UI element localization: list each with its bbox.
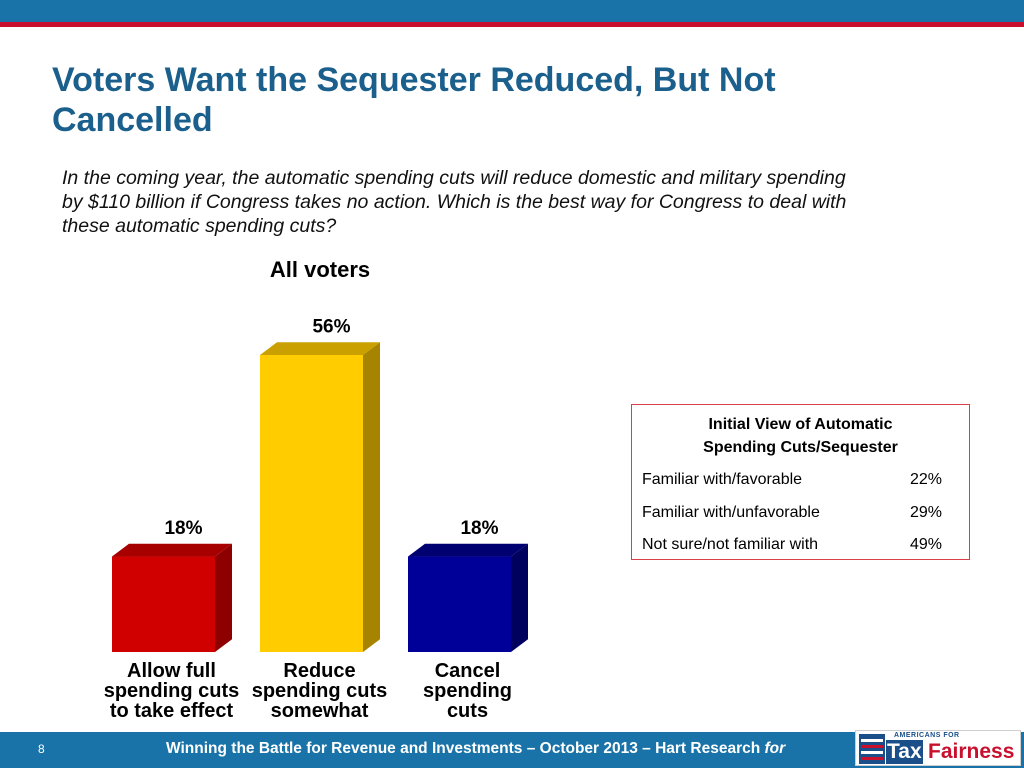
data-label: 18% (164, 518, 202, 539)
top-banner (0, 0, 1024, 22)
footer-text: Winning the Battle for Revenue and Inves… (166, 740, 785, 758)
category-label: Allow full spending cuts to take effect (104, 660, 240, 722)
bar-side (363, 342, 380, 652)
inset-row: Not sure/not familiar with 49% (642, 533, 962, 557)
inset-row-label: Not sure/not familiar with (642, 536, 819, 553)
category-label-line: spending (423, 680, 512, 702)
inset-row-value: 49% (910, 536, 943, 553)
logo-word-fairness: Fairness (928, 740, 1015, 763)
question-line2: by $110 billion if Congress takes no act… (62, 191, 847, 213)
survey-question: In the coming year, the automatic spendi… (62, 166, 992, 238)
page-number: 8 (38, 742, 45, 756)
question-line3: these automatic spending cuts? (62, 215, 337, 237)
slide-title-line1: Voters Want the Sequester Reduced, But N… (52, 61, 776, 99)
bar (408, 556, 511, 652)
bar-top (408, 543, 528, 557)
bar-side (215, 543, 232, 652)
initial-view-table: Initial View of Automatic Spending Cuts/… (631, 404, 970, 560)
bar-top (112, 543, 232, 557)
slide-title-line2: Cancelled (52, 101, 213, 139)
inset-row-value: 22% (910, 471, 943, 488)
category-label-line: spending cuts (104, 680, 240, 702)
bar (112, 556, 215, 652)
data-label: 56% (312, 316, 350, 337)
footer-bar (0, 732, 1024, 768)
inset-title-line1: Initial View of Automatic (708, 416, 893, 433)
category-label-line: Reduce (283, 660, 355, 682)
logo-top-text: AMERICANS FOR (894, 732, 960, 739)
bar-top (260, 342, 380, 355)
bar-side (511, 543, 528, 652)
inset-title-line2: Spending Cuts/Sequester (703, 439, 898, 456)
chart-title: All voters (270, 257, 370, 282)
inset-row: Familiar with/favorable 22% (642, 468, 962, 492)
bar (260, 355, 363, 652)
inset-row-label: Familiar with/favorable (642, 471, 803, 488)
data-label: 18% (460, 518, 498, 539)
category-label-line: Allow full (127, 660, 216, 682)
flag-icon (859, 734, 885, 764)
logo-word-tax: Tax (886, 740, 923, 764)
inset-row-value: 29% (910, 504, 943, 521)
slide-title: Voters Want the Sequester Reduced, But N… (52, 60, 992, 140)
inset-title: Initial View of Automatic Spending Cuts/… (632, 413, 969, 459)
top-accent-rule (0, 22, 1024, 27)
inset-row-label: Familiar with/unfavorable (642, 504, 820, 521)
bar-group: 18%Allow full spending cuts to take effect… (104, 316, 528, 722)
category-label: Reduce spending cuts somewhat (252, 660, 388, 722)
category-label-line: spending cuts (252, 680, 388, 702)
category-label: Cancel spending cuts (423, 660, 512, 722)
category-label-line: Cancel (435, 660, 501, 682)
category-label-line: cuts (447, 700, 488, 722)
inset-row: Familiar with/unfavorable 29% (642, 501, 962, 525)
category-label-line: to take effect (110, 700, 234, 722)
category-label-line: somewhat (271, 700, 369, 722)
americans-for-tax-fairness-logo: AMERICANS FOR Tax Fairness (855, 730, 1021, 766)
footer-main-text: Winning the Battle for Revenue and Inves… (166, 740, 761, 757)
question-line1: In the coming year, the automatic spendi… (62, 167, 846, 189)
footer-italic-text: for (764, 740, 786, 757)
